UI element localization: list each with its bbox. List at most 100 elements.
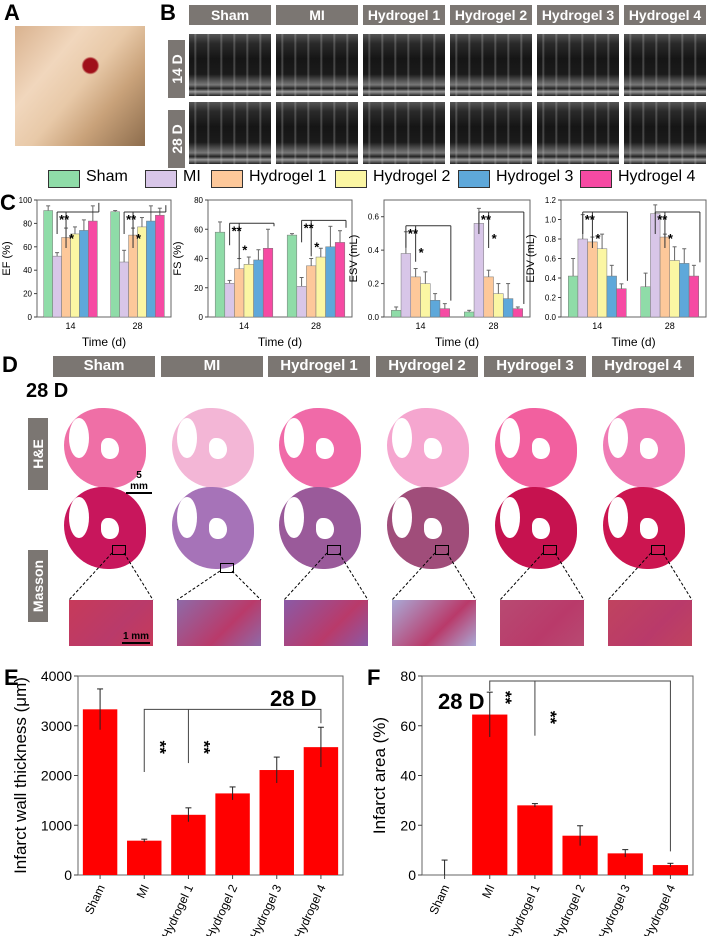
bar-hydrogel-3	[606, 275, 617, 318]
zoom-region-box	[220, 563, 234, 573]
d-header-hydrogel-1: Hydrogel 1	[268, 356, 370, 377]
bar-hydrogel-3	[79, 230, 89, 318]
legend-label: Hydrogel 2	[373, 168, 451, 185]
plot-frame	[36, 199, 172, 318]
bar-hydrogel-1	[659, 236, 670, 318]
bar-sham	[640, 286, 651, 318]
bar-hydrogel-2	[243, 264, 254, 318]
zoom-region-box	[112, 545, 126, 555]
x-tick-label: MI	[134, 882, 152, 900]
legend-label: Hydrogel 3	[496, 168, 574, 185]
x-tick-label: 14	[65, 321, 75, 331]
y-tick-label: 0	[408, 867, 416, 883]
masson-inset-image	[284, 600, 368, 646]
scale-bar-1mm: 1 mm	[122, 631, 150, 644]
masson-section-image	[64, 487, 146, 569]
x-tick-label: 28	[311, 321, 321, 331]
zoom-line	[499, 552, 544, 601]
masson-inset-image	[177, 600, 261, 646]
bar-hydrogel-4	[616, 288, 627, 318]
y-tick-label: 1000	[41, 817, 72, 833]
zoom-line	[662, 552, 693, 601]
x-tick-label: MI	[479, 882, 497, 900]
x-tick-label: 28	[132, 321, 142, 331]
plot-frame	[383, 199, 531, 318]
x-axis-label: Time (d)	[435, 335, 479, 349]
significance-marker: **	[304, 220, 315, 235]
bar-hydrogel-3	[259, 770, 294, 875]
x-tick-label: Hydrogel 2	[203, 882, 240, 936]
bar-mi	[473, 223, 485, 318]
y-tick-label: 0.6	[545, 255, 557, 264]
x-tick-label: Sham	[82, 882, 108, 916]
panel-label-c: C	[0, 190, 16, 215]
y-axis-label: Infarct area (%)	[370, 717, 389, 834]
bar-hydrogel-4	[262, 248, 274, 318]
y-tick-label: 80	[194, 196, 203, 205]
legend-swatch	[48, 170, 80, 188]
y-tick-label: 0.2	[368, 280, 380, 289]
legend: Sham MI Hydrogel 1 Hydrogel 2 Hydrogel 3 Hydr…	[48, 168, 708, 190]
x-tick-label: Hydrogel 1	[159, 882, 196, 936]
significance-marker: *	[314, 239, 320, 254]
y-tick-label: 100	[19, 196, 33, 205]
bar-hydrogel-2	[70, 233, 80, 318]
y-tick-label: 0	[64, 867, 72, 883]
y-tick-label: 80	[23, 219, 32, 228]
y-axis-label: ESV (mL)	[348, 235, 360, 283]
y-axis-label: EDV (mL)	[525, 234, 537, 282]
bar-hydrogel-3	[253, 259, 264, 318]
row-label-14d: 14 D	[168, 40, 185, 98]
bar-hydrogel-4	[688, 275, 699, 318]
bar-mi	[400, 253, 412, 318]
x-axis-label: Time (d)	[82, 335, 126, 349]
panel-label-b: B	[160, 0, 176, 25]
zoom-region-box	[651, 545, 665, 555]
bar-hydrogel-1	[61, 237, 71, 318]
header-mi: MI	[276, 5, 358, 25]
he-section-image	[495, 408, 577, 488]
panel-label-e: E	[4, 665, 19, 690]
zoom-line	[176, 570, 221, 601]
d-header-mi: MI	[161, 356, 263, 377]
bar-hydrogel-2	[215, 793, 250, 875]
legend-swatch	[145, 170, 177, 188]
chart-title: 28 D	[270, 686, 316, 711]
significance-marker: *	[419, 245, 425, 260]
bar-hydrogel-3	[607, 853, 643, 875]
bar-hydrogel-2	[493, 293, 504, 318]
bar-sham	[43, 210, 53, 318]
y-axis-label: Infarct wall thickness (μm)	[11, 677, 30, 874]
x-tick-label: 28	[665, 321, 675, 331]
zoom-line	[338, 552, 369, 601]
significance-bracket	[489, 680, 671, 852]
bar-hydrogel-4	[155, 214, 165, 318]
y-tick-label: 0.6	[368, 213, 380, 222]
significance-marker: *	[492, 231, 498, 246]
y-tick-label: 60	[23, 243, 32, 252]
bar-hydrogel-4	[512, 308, 523, 318]
y-tick-label: 0	[199, 313, 204, 322]
x-tick-label: 28	[488, 321, 498, 331]
zoom-line	[391, 552, 436, 601]
legend-label: Hydrogel 4	[618, 168, 696, 185]
zoom-line	[607, 552, 652, 601]
row-label-28d: 28 D	[168, 110, 185, 168]
masson-inset-image	[69, 600, 153, 646]
bar-sham	[391, 310, 402, 318]
bar-hydrogel-1	[517, 805, 553, 875]
significance-marker: **	[496, 691, 515, 705]
y-tick-label: 60	[400, 718, 416, 734]
he-section-image	[172, 408, 254, 488]
significance-marker: *	[242, 242, 248, 257]
injection-photo	[15, 26, 145, 146]
significance-marker: *	[668, 231, 674, 246]
legend-label: Sham	[86, 168, 128, 185]
bar-hydrogel-2	[420, 283, 431, 318]
bar-sham	[82, 709, 118, 875]
he-section-image	[603, 408, 685, 488]
bar-sham	[214, 231, 226, 318]
bar-hydrogel-4	[439, 308, 450, 318]
significance-marker: **	[481, 212, 492, 227]
